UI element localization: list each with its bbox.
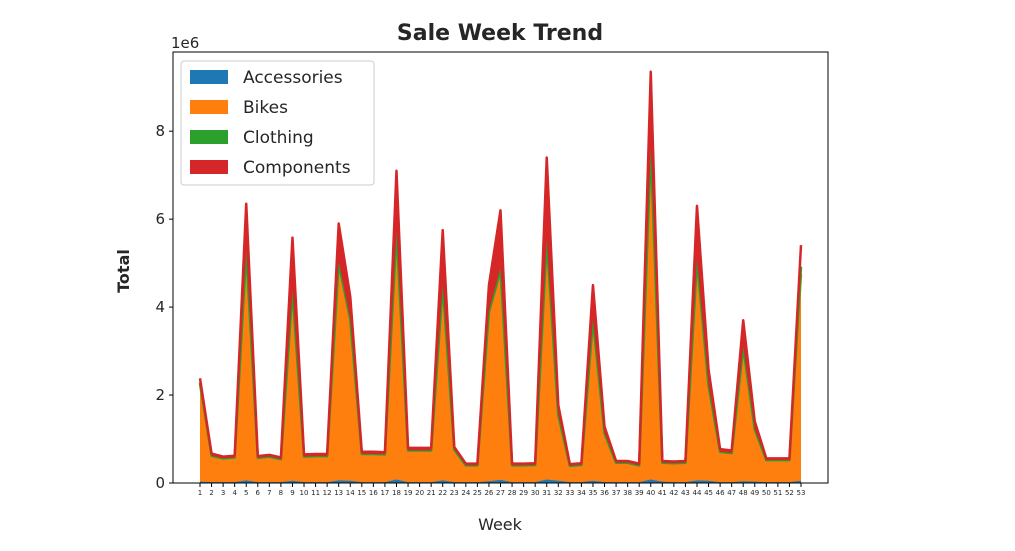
x-tick-label: 38 bbox=[623, 489, 632, 497]
y-tick-label: 6 bbox=[155, 210, 165, 228]
x-tick-label: 21 bbox=[427, 489, 436, 497]
x-tick-label: 31 bbox=[542, 489, 551, 497]
x-tick-label: 20 bbox=[415, 489, 424, 497]
y-tick-label: 8 bbox=[155, 122, 165, 140]
x-tick-label: 53 bbox=[797, 489, 806, 497]
x-tick-label: 45 bbox=[704, 489, 713, 497]
chart-title: Sale Week Trend bbox=[397, 21, 603, 46]
x-tick-label: 37 bbox=[612, 489, 621, 497]
legend: Accessories Bikes Clothing Components bbox=[180, 60, 375, 186]
x-tick-label: 6 bbox=[256, 489, 261, 497]
y-axis-ticks: 0 2 4 6 8 bbox=[155, 122, 173, 492]
x-tick-label: 24 bbox=[461, 489, 470, 497]
x-tick-label: 29 bbox=[519, 489, 528, 497]
x-tick-label: 39 bbox=[635, 489, 644, 497]
x-tick-label: 41 bbox=[658, 489, 667, 497]
x-tick-label: 1 bbox=[198, 489, 202, 497]
x-tick-label: 18 bbox=[392, 489, 401, 497]
x-tick-label: 9 bbox=[290, 489, 294, 497]
y-axis-label: Total bbox=[114, 249, 133, 293]
y-tick-label: 4 bbox=[155, 298, 165, 316]
x-tick-label: 32 bbox=[554, 489, 563, 497]
x-tick-label: 47 bbox=[727, 489, 736, 497]
x-tick-label: 52 bbox=[785, 489, 794, 497]
x-tick-label: 26 bbox=[484, 489, 493, 497]
legend-swatch bbox=[190, 130, 228, 144]
x-tick-label: 28 bbox=[508, 489, 517, 497]
legend-label: Clothing bbox=[243, 128, 314, 148]
area-layers bbox=[198, 70, 803, 484]
x-tick-label: 46 bbox=[716, 489, 725, 497]
x-tick-label: 13 bbox=[334, 489, 343, 497]
area-bikes bbox=[200, 158, 801, 483]
x-tick-label: 7 bbox=[267, 489, 271, 497]
x-tick-label: 2 bbox=[209, 489, 213, 497]
x-tick-label: 36 bbox=[600, 489, 609, 497]
x-tick-label: 22 bbox=[438, 489, 447, 497]
x-tick-label: 50 bbox=[762, 489, 771, 497]
legend-box bbox=[180, 60, 375, 186]
x-tick-label: 12 bbox=[323, 489, 332, 497]
x-tick-label: 16 bbox=[369, 489, 378, 497]
x-tick-label: 34 bbox=[577, 489, 586, 497]
x-tick-label: 14 bbox=[346, 489, 355, 497]
x-tick-label: 48 bbox=[739, 489, 748, 497]
x-tick-label: 15 bbox=[357, 489, 366, 497]
x-tick-label: 49 bbox=[750, 489, 759, 497]
x-tick-label: 3 bbox=[221, 489, 225, 497]
legend-label: Components bbox=[243, 158, 351, 178]
x-tick-label: 33 bbox=[565, 489, 574, 497]
x-tick-label: 11 bbox=[311, 489, 320, 497]
x-axis-ticks: 1 2 3 4 5 6 7 8 9 10 11 12 13 14 15 16 17 18 19 20 21 22 23 24 2… bbox=[198, 483, 806, 497]
legend-swatch bbox=[190, 160, 228, 174]
x-tick-label: 51 bbox=[773, 489, 782, 497]
x-tick-label: 5 bbox=[244, 489, 248, 497]
x-tick-label: 23 bbox=[450, 489, 459, 497]
x-tick-label: 25 bbox=[473, 489, 482, 497]
legend-swatch bbox=[190, 100, 228, 114]
x-tick-label: 19 bbox=[404, 489, 413, 497]
x-tick-label: 27 bbox=[496, 489, 505, 497]
x-tick-label: 8 bbox=[279, 489, 283, 497]
x-tick-label: 30 bbox=[531, 489, 540, 497]
x-tick-label: 10 bbox=[300, 489, 309, 497]
legend-label: Accessories bbox=[243, 68, 343, 88]
x-tick-label: 42 bbox=[669, 489, 678, 497]
line-components bbox=[198, 70, 803, 466]
x-axis-label: Week bbox=[478, 515, 523, 534]
x-tick-label: 44 bbox=[693, 489, 702, 497]
x-tick-label: 4 bbox=[232, 489, 237, 497]
y-tick-label: 0 bbox=[155, 474, 165, 492]
y-tick-label: 2 bbox=[155, 386, 165, 404]
x-tick-label: 17 bbox=[380, 489, 389, 497]
plot-frame bbox=[172, 51, 829, 484]
x-tick-label: 43 bbox=[681, 489, 690, 497]
legend-label: Bikes bbox=[243, 98, 288, 118]
x-tick-label: 40 bbox=[646, 489, 655, 497]
legend-swatch bbox=[190, 70, 228, 84]
x-tick-label: 35 bbox=[589, 489, 598, 497]
y-offset-label: 1e6 bbox=[171, 34, 199, 52]
